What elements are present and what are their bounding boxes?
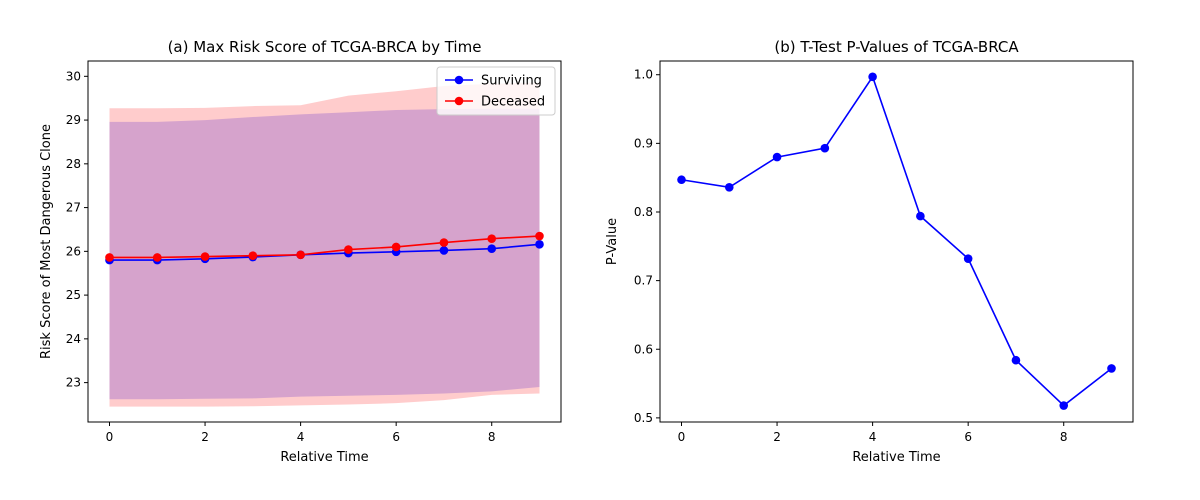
x-tick-label: 4 [869,430,877,444]
y-tick-label: 27 [66,201,81,215]
y-tick-label: 28 [66,157,81,171]
point-series-0 [916,211,925,221]
y-tick-label: 0.6 [634,342,653,356]
legend-box [436,66,556,116]
x-tick-label: 0 [106,430,114,444]
point-deceased [248,251,258,261]
point-deceased [152,253,162,262]
y-tick-label: 0.7 [634,274,653,288]
point-surviving [487,244,497,254]
y-tick-label: 26 [66,244,81,258]
x-tick-label: 6 [964,430,972,444]
legend-marker-deceased [454,96,464,106]
point-surviving [535,240,544,249]
chart-b: 0 2 4 6 8 0.5 0.6 0.7 0.8 0.9 1.0 (b) T-Test P-Valu… [605,38,1134,465]
plot-frame [659,60,1134,423]
point-series-0 [963,254,973,263]
point-series-0 [820,143,830,153]
point-deceased [439,238,449,247]
chart-title: (b) T-Test P-Values of TCGA-BRCA [774,38,1019,56]
legend: Surviving Deceased [436,66,556,116]
band-deceased [109,82,540,407]
line-surviving [109,243,540,261]
x-tick-label: 0 [678,430,686,444]
y-tick-label: 30 [66,69,81,83]
x-axis-label: Relative Time [852,450,940,465]
plot-frame [87,60,562,423]
point-surviving [439,246,449,255]
point-series-0 [724,182,734,192]
x-tick-label: 2 [201,430,209,444]
point-series-0 [677,175,686,185]
y-tick-label: 23 [66,376,81,390]
y-tick-label: 0.8 [634,205,653,219]
x-axis-label: Relative Time [280,450,368,465]
legend-label-deceased: Deceased [481,95,545,110]
legend-marker-surviving [454,75,464,85]
x-tick-label: 6 [392,430,400,444]
y-tick-label: 0.5 [634,411,653,425]
y-tick-label: 25 [66,288,81,302]
point-deceased [487,234,497,243]
point-series-0 [772,152,782,162]
point-series-0 [1107,364,1116,373]
legend-label-surviving: Surviving [481,74,542,89]
y-tick-label: 29 [66,113,81,127]
x-tick-label: 2 [773,430,781,444]
x-tick-label: 8 [1060,430,1068,444]
point-deceased [344,245,353,254]
point-series-0 [1059,401,1069,410]
y-tick-label: 24 [66,332,81,346]
y-tick-label: 1.0 [634,68,653,82]
point-series-0 [868,72,877,82]
line-deceased [109,235,540,259]
point-deceased [391,242,401,252]
point-deceased [105,253,114,262]
y-axis-label: P-Value [605,218,620,265]
line-series-0 [681,75,1112,407]
point-deceased [200,252,210,261]
x-tick-label: 4 [297,430,305,444]
point-deceased [296,250,305,260]
chart-title: (a) Max Risk Score of TCGA-BRCA by Time [168,38,482,56]
y-axis-label: Risk Score of Most Dangerous Clone [39,124,54,359]
point-series-0 [1011,355,1021,365]
point-deceased [535,231,544,241]
y-tick-label: 0.9 [634,136,653,150]
x-tick-label: 8 [488,430,496,444]
